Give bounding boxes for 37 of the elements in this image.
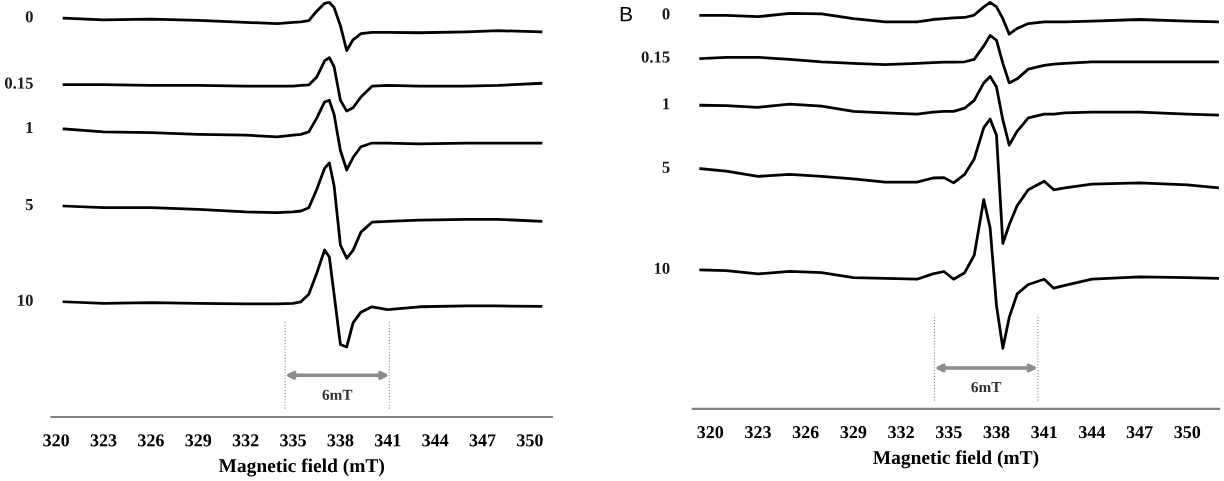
series-label: 1 — [26, 121, 33, 133]
x-tick-label: 326 — [792, 426, 819, 439]
x-tick-label: 347 — [469, 434, 496, 447]
x-tick-label: 341 — [1031, 426, 1057, 439]
x-tick-label: 329 — [185, 434, 212, 447]
x-tick-label: 335 — [280, 434, 306, 447]
series-label: 5 — [662, 161, 670, 173]
x-tick-label: 350 — [517, 434, 543, 447]
series-label: 0 — [662, 8, 670, 20]
x-tick-label: 323 — [90, 434, 117, 447]
x-tick-label: 320 — [697, 426, 724, 439]
x-tick-label: 338 — [327, 434, 354, 447]
series-label: 0 — [25, 11, 33, 23]
x-axis-title: Magnetic field (mT) — [218, 458, 385, 477]
x-axis-title: Magnetic field (mT) — [873, 450, 1039, 469]
annotation: 6mT — [322, 389, 353, 400]
x-tick-label: 323 — [745, 426, 771, 439]
series-label: 5 — [25, 199, 33, 211]
x-tick-label: 344 — [1079, 426, 1106, 439]
annotation: 6mT — [971, 381, 1002, 393]
x-tick-label: 332 — [888, 426, 914, 439]
x-tick-label: 341 — [374, 434, 401, 447]
series-label: 0.15 — [641, 51, 670, 63]
series-label: 1 — [663, 98, 670, 110]
x-tick-label: 347 — [1126, 426, 1153, 439]
x-tick-label: 332 — [232, 434, 259, 447]
x-tick-label: 344 — [422, 434, 449, 447]
chart-title: B — [620, 6, 632, 22]
x-tick-label: 329 — [840, 426, 867, 439]
x-tick-label: 320 — [43, 434, 69, 447]
x-tick-label: 350 — [1174, 426, 1201, 439]
series-label: 10 — [18, 294, 33, 306]
x-tick-label: 326 — [138, 434, 164, 447]
x-tick-label: 338 — [983, 426, 1010, 439]
x-tick-label: 335 — [935, 426, 962, 439]
series-label: 10 — [654, 262, 670, 275]
series-label: 0.15 — [4, 77, 33, 89]
